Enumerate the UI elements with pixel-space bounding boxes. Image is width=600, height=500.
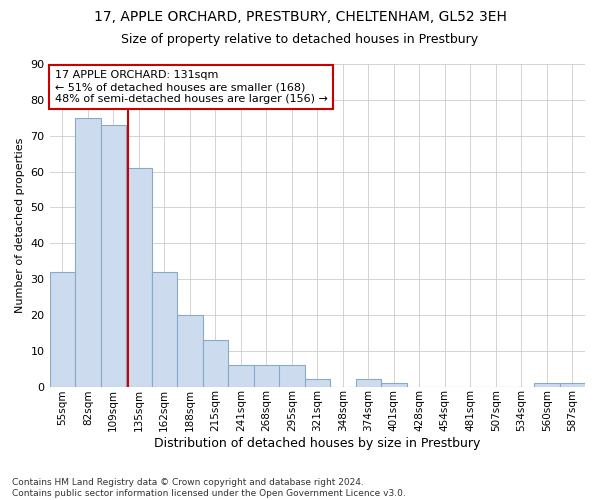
Bar	[305, 380, 330, 386]
X-axis label: Distribution of detached houses by size in Prestbury: Distribution of detached houses by size …	[154, 437, 481, 450]
Bar	[228, 365, 254, 386]
Text: Size of property relative to detached houses in Prestbury: Size of property relative to detached ho…	[121, 32, 479, 46]
Bar	[560, 383, 585, 386]
Bar	[50, 272, 75, 386]
Bar	[254, 365, 279, 386]
Bar	[126, 168, 152, 386]
Bar	[177, 315, 203, 386]
Bar	[101, 125, 126, 386]
Bar	[356, 380, 381, 386]
Bar	[203, 340, 228, 386]
Text: Contains HM Land Registry data © Crown copyright and database right 2024.
Contai: Contains HM Land Registry data © Crown c…	[12, 478, 406, 498]
Text: 17, APPLE ORCHARD, PRESTBURY, CHELTENHAM, GL52 3EH: 17, APPLE ORCHARD, PRESTBURY, CHELTENHAM…	[94, 10, 506, 24]
Bar	[534, 383, 560, 386]
Bar	[152, 272, 177, 386]
Y-axis label: Number of detached properties: Number of detached properties	[15, 138, 25, 313]
Bar	[381, 383, 407, 386]
Bar	[75, 118, 101, 386]
Text: 17 APPLE ORCHARD: 131sqm
← 51% of detached houses are smaller (168)
48% of semi-: 17 APPLE ORCHARD: 131sqm ← 51% of detach…	[55, 70, 328, 104]
Bar	[279, 365, 305, 386]
